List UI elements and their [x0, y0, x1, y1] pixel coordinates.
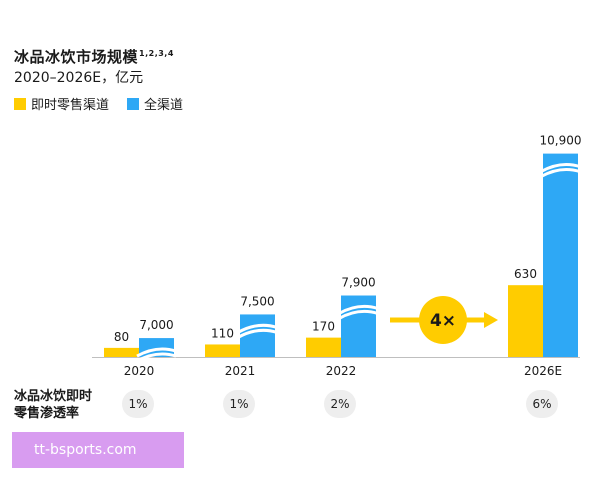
value-label-instant-retail-2021: 110 — [211, 326, 234, 340]
chart-subtitle: 2020–2026E，亿元 — [14, 70, 144, 86]
penetration-row-label: 冰品冰饮即时 零售渗透率 — [14, 388, 92, 422]
penetration-label-line-2: 零售渗透率 — [14, 406, 80, 421]
value-label-all-channels-2026E: 10,900 — [540, 134, 582, 148]
legend-label-instant-retail: 即时零售渠道 — [31, 98, 110, 113]
axis-break-2021 — [237, 323, 278, 339]
value-label-instant-retail-2020: 80 — [114, 330, 129, 344]
bar-instant-retail-2021 — [205, 344, 240, 357]
axis-break-2026E — [540, 163, 581, 178]
axis-break-2022 — [338, 304, 379, 320]
value-label-all-channels-2020: 7,000 — [139, 318, 173, 332]
bar-all-channels-2022 — [341, 295, 376, 357]
legend: 即时零售渠道 全渠道 — [14, 94, 201, 113]
legend-item-all-channels: 全渠道 — [127, 94, 183, 113]
penetration-value-2020: 1% — [122, 390, 154, 418]
growth-annotation: 4× — [430, 311, 456, 331]
bar-all-channels-2021 — [240, 314, 275, 357]
penetration-value-2022: 2% — [324, 390, 356, 418]
axis-break-2020 — [136, 347, 177, 363]
growth-badge — [419, 296, 467, 344]
legend-swatch-all-channels — [127, 97, 140, 110]
value-label-instant-retail-2026E: 630 — [514, 267, 537, 281]
penetration-value-2021: 1% — [223, 390, 255, 418]
penetration-value-2026e: 6% — [526, 390, 558, 418]
x-tick-label-2021: 2021 — [225, 364, 256, 378]
bar-instant-retail-2026E — [508, 285, 543, 357]
x-tick-label-2022: 2022 — [326, 364, 357, 378]
legend-item-instant-retail: 即时零售渠道 — [14, 94, 109, 113]
legend-swatch-instant-retail — [14, 97, 26, 110]
legend-label-all-channels: 全渠道 — [144, 98, 184, 113]
chart-title: 冰品冰饮市场规模1,2,3,4 — [14, 48, 174, 66]
growth-arrow-head — [484, 312, 498, 328]
penetration-label-line-1: 冰品冰饮即时 — [14, 389, 93, 404]
title-footnote-refs: 1,2,3,4 — [139, 49, 174, 58]
watermark-overlay: tt-bsports.com — [12, 432, 184, 468]
bar-instant-retail-2022 — [306, 337, 341, 357]
bar-instant-retail-2020 — [104, 347, 139, 357]
bar-all-channels-2026E — [543, 153, 578, 357]
value-label-instant-retail-2022: 170 — [312, 320, 335, 334]
x-tick-label-2020: 2020 — [124, 364, 155, 378]
value-label-all-channels-2022: 7,900 — [341, 276, 375, 290]
value-label-all-channels-2021: 7,500 — [240, 294, 274, 308]
x-tick-label-2026E: 2026E — [524, 364, 562, 378]
